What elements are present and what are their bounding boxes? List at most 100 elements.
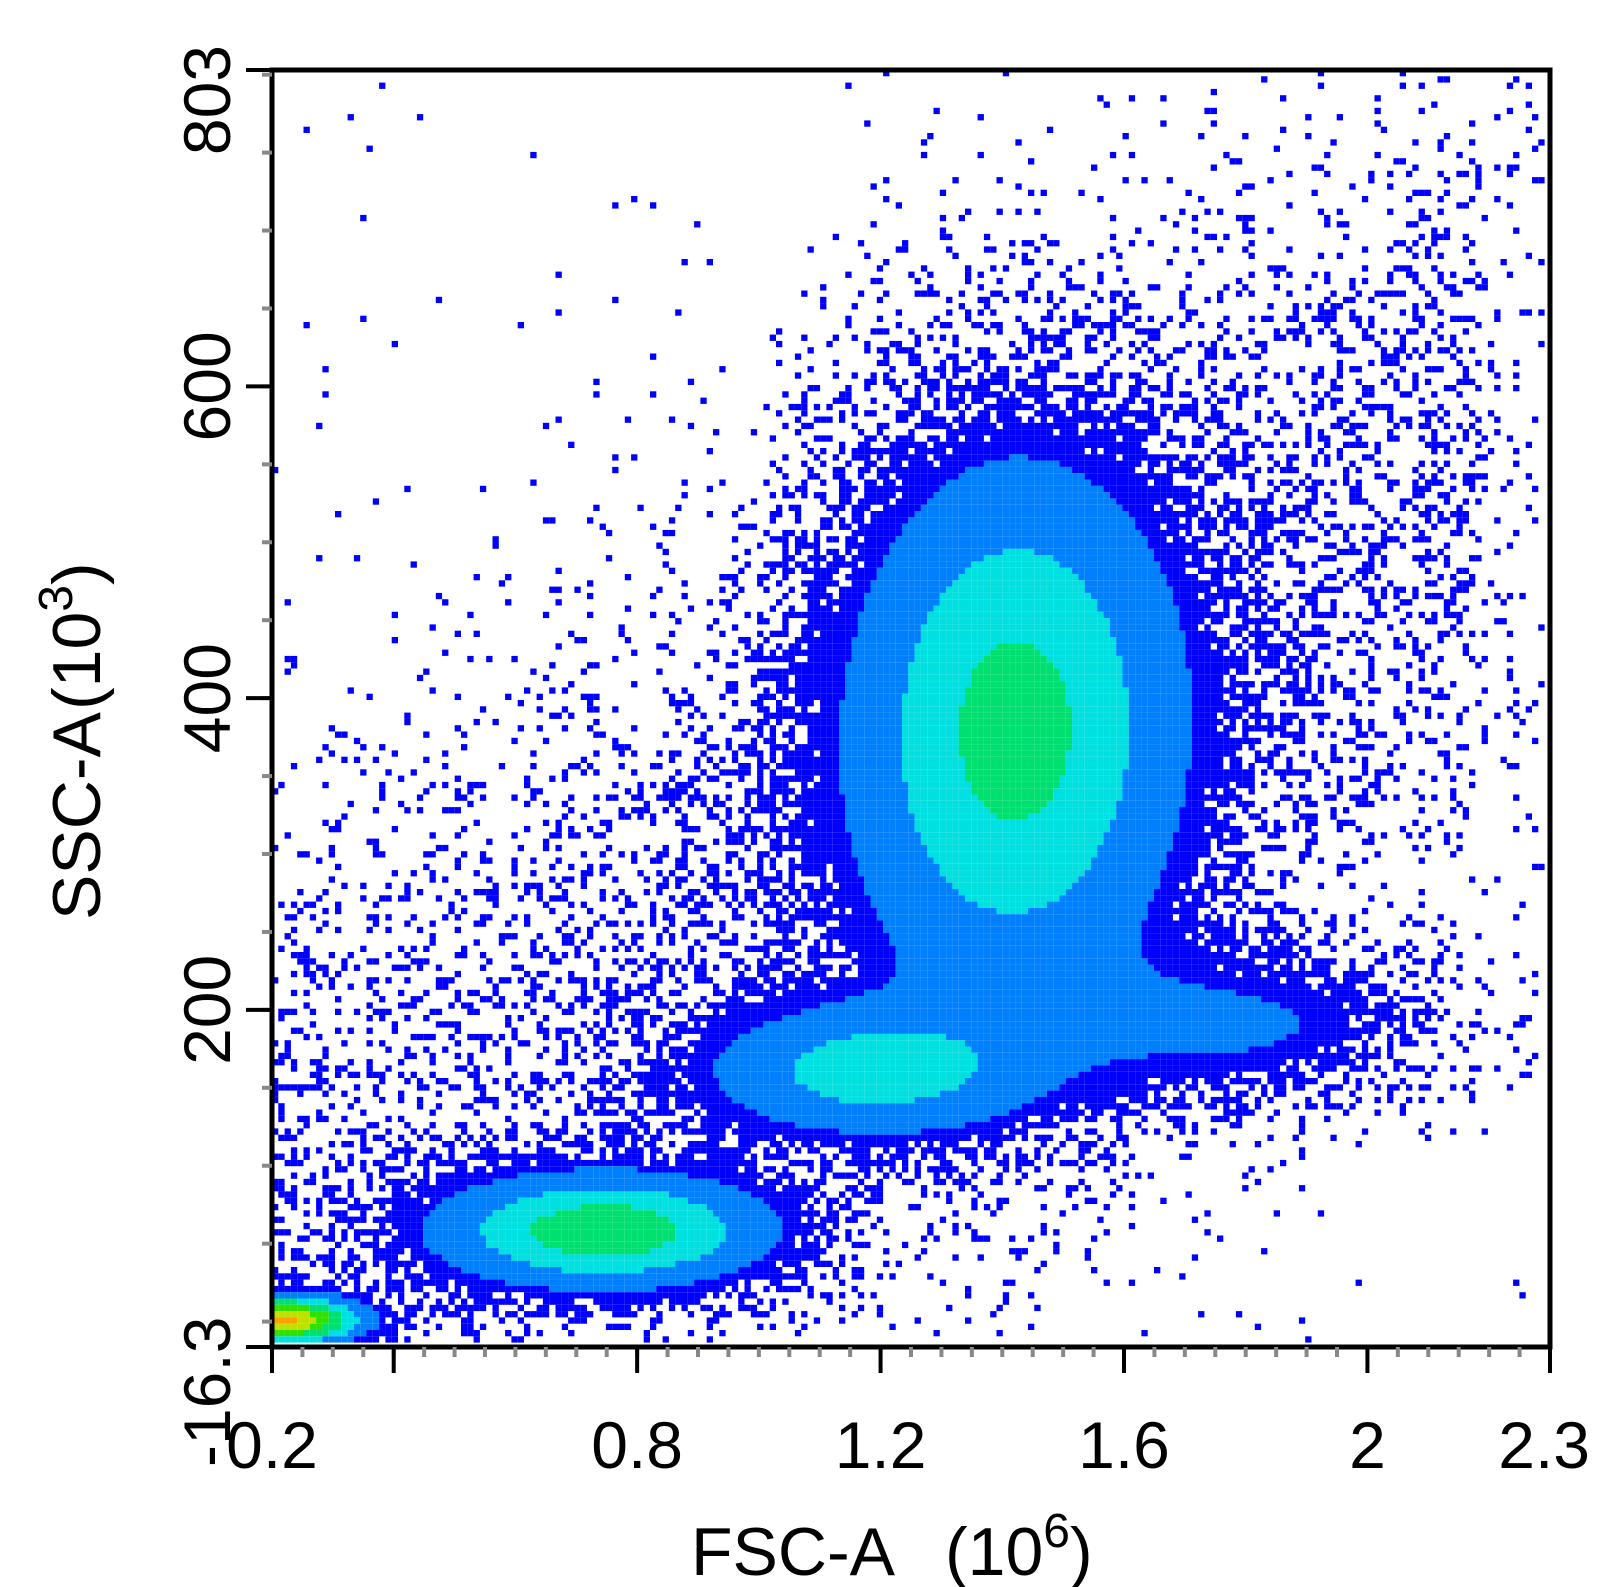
density-cell — [555, 1210, 562, 1217]
density-cell — [391, 1248, 398, 1255]
density-cell — [713, 1040, 720, 1047]
density-cell — [826, 882, 833, 889]
density-cell — [479, 1285, 487, 1293]
density-cell — [656, 870, 663, 877]
density-cell — [839, 517, 846, 524]
density-cell — [826, 1040, 833, 1047]
density-cell — [713, 876, 720, 883]
density-cell — [284, 1292, 291, 1299]
density-cell — [624, 1279, 632, 1286]
density-cell — [782, 1002, 789, 1009]
density-cell — [706, 1204, 713, 1211]
density-cell — [826, 1065, 833, 1072]
density-cell — [631, 970, 638, 978]
density-cell — [700, 800, 707, 808]
density-cell — [574, 1109, 581, 1116]
density-cell — [801, 970, 808, 978]
density-cell — [624, 1204, 632, 1211]
density-cell — [801, 1115, 808, 1123]
density-cell — [700, 945, 707, 952]
density-cell — [794, 1078, 802, 1085]
density-cell — [454, 1216, 461, 1223]
density-cell — [738, 1204, 745, 1211]
density-cell — [309, 958, 317, 965]
density-cell — [637, 1304, 644, 1312]
density-cell — [820, 284, 827, 291]
density-cell — [631, 1311, 638, 1318]
density-cell — [807, 1033, 814, 1041]
density-cell — [807, 725, 814, 732]
density-cell — [725, 1071, 732, 1078]
density-cell — [832, 1021, 839, 1028]
density-cell — [839, 1304, 846, 1312]
density-cell — [757, 1084, 764, 1091]
density-cell — [435, 1204, 443, 1211]
density-cell — [750, 1002, 758, 1009]
density-cell — [568, 1317, 575, 1324]
density-cell — [839, 473, 846, 480]
density-cell — [813, 945, 821, 952]
density-cell — [738, 586, 745, 593]
density-cell — [467, 1273, 474, 1280]
density-cell — [839, 1084, 846, 1091]
density-cell — [542, 1279, 550, 1286]
density-cell — [801, 1059, 808, 1066]
density-cell — [788, 800, 795, 808]
density-cell — [461, 1267, 468, 1274]
density-cell — [435, 296, 443, 304]
density-cell — [820, 737, 827, 745]
density-cell — [744, 983, 751, 990]
density-cell — [618, 1241, 625, 1249]
density-cell — [820, 989, 827, 997]
density-cell — [794, 485, 802, 493]
density-cell — [416, 1103, 424, 1110]
density-cell — [763, 574, 770, 581]
density-cell — [492, 1298, 499, 1305]
density-cell — [681, 1090, 688, 1097]
density-cell — [624, 1059, 632, 1066]
density-cell — [807, 466, 814, 474]
density-cell — [725, 1260, 732, 1267]
density-cell — [643, 1260, 650, 1267]
density-cell — [744, 1096, 751, 1104]
density-cell — [461, 1197, 468, 1204]
density-cell — [820, 933, 827, 940]
density-cell — [435, 1273, 443, 1280]
density-cell — [593, 920, 600, 927]
density-cell — [750, 1027, 758, 1034]
density-cell — [731, 580, 739, 587]
density-cell — [731, 1159, 739, 1167]
density-cell — [694, 1191, 701, 1198]
density-cell — [341, 813, 348, 820]
density-cell — [530, 1216, 537, 1223]
density-cell — [782, 933, 789, 940]
density-cell — [536, 1021, 543, 1028]
density-cell — [826, 1166, 833, 1173]
density-cell — [360, 1336, 367, 1343]
density-cell — [423, 1033, 430, 1041]
density-cell — [561, 1191, 569, 1198]
density-cell — [826, 989, 833, 997]
density-cell — [845, 687, 852, 694]
density-cell — [360, 1159, 367, 1167]
density-cell — [631, 196, 638, 203]
density-cell — [813, 920, 821, 927]
density-cell — [631, 901, 638, 908]
density-cell — [580, 1235, 587, 1242]
density-cell — [303, 1304, 310, 1312]
density-cell — [694, 1172, 701, 1179]
density-cell — [297, 1159, 304, 1167]
density-cell — [429, 1304, 436, 1312]
density-cell — [719, 693, 726, 700]
density-cell — [801, 1210, 808, 1217]
density-cell — [530, 1103, 537, 1110]
density-cell — [599, 1229, 606, 1236]
density-cell — [820, 1248, 827, 1255]
density-cell — [580, 1109, 587, 1116]
density-cell — [813, 901, 821, 908]
density-cell — [568, 1254, 575, 1261]
density-cell — [637, 1197, 644, 1204]
density-cell — [580, 813, 587, 820]
density-cell — [410, 769, 417, 776]
density-cell — [599, 1241, 606, 1249]
